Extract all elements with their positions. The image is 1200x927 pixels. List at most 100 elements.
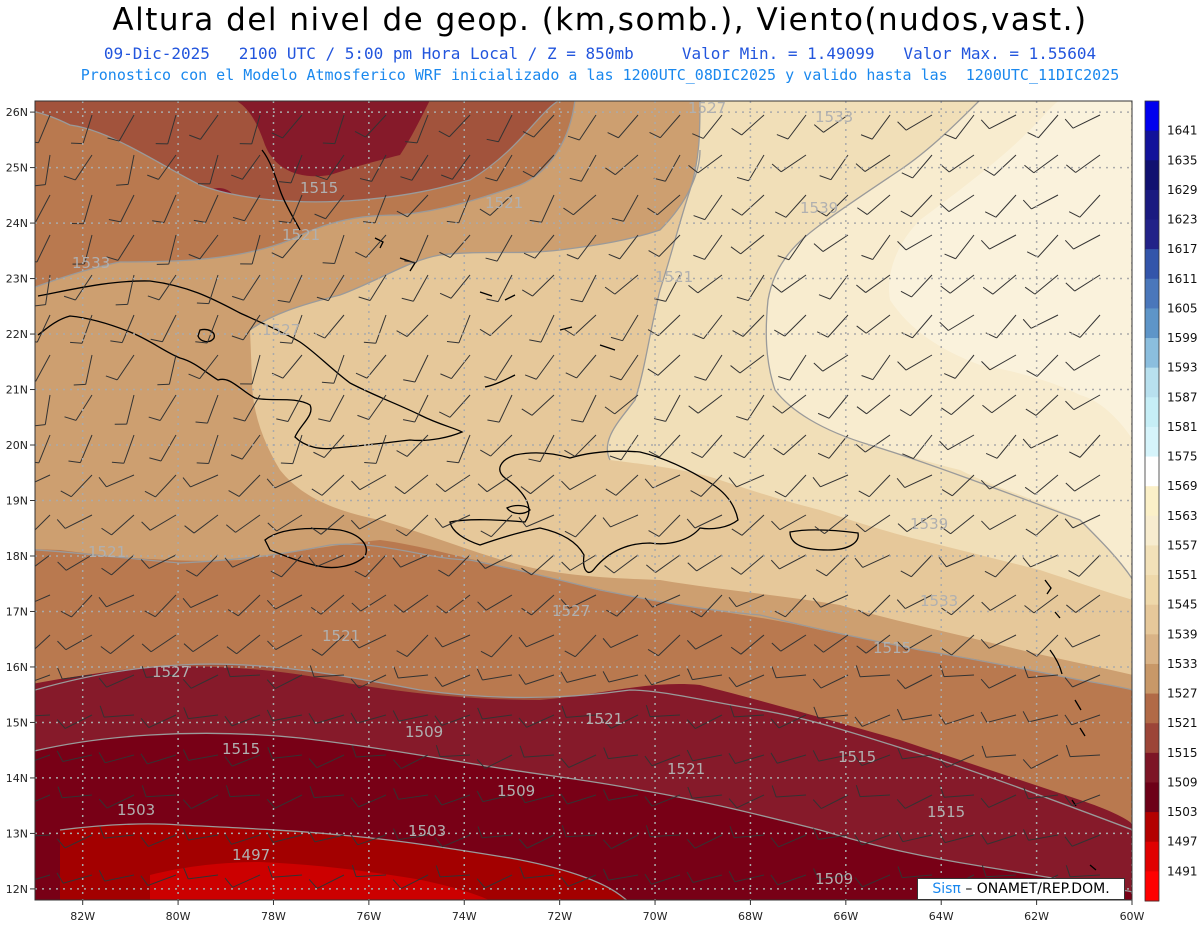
wind-barb (687, 786, 723, 799)
legend-label: 1623 (1167, 213, 1198, 227)
wind-barb (560, 594, 597, 609)
contour-label: 1515 (873, 639, 911, 657)
wind-barb (771, 514, 807, 531)
wind-barb (1065, 274, 1101, 292)
wind-barb (182, 749, 219, 761)
wind-barb (182, 828, 219, 841)
wind-barb (730, 354, 765, 374)
wind-barb (400, 154, 429, 181)
legend-swatch (1145, 278, 1159, 309)
wind-barb (896, 794, 933, 809)
wind-barb (476, 554, 513, 569)
wind-barb (98, 474, 135, 488)
wind-barb (225, 665, 261, 678)
wind-barb (396, 194, 429, 218)
wind-barb (1066, 154, 1101, 173)
wind-barb (857, 194, 891, 215)
wind-barb (854, 874, 891, 888)
contour-label: 1509 (815, 870, 853, 888)
wind-barb (308, 874, 345, 889)
wind-barb (267, 514, 303, 532)
wind-barb (1023, 666, 1059, 679)
wind-barb (560, 874, 597, 887)
wind-barb (607, 114, 639, 139)
legend-swatch (1145, 367, 1159, 398)
wind-barb (1024, 154, 1059, 174)
wind-barb (902, 434, 933, 460)
wind-barb (1065, 745, 1101, 758)
legend-label: 1533 (1167, 657, 1198, 671)
wind-barb (316, 274, 345, 302)
lat-tick-label: 22N (6, 328, 28, 341)
wind-barb (733, 434, 765, 459)
wind-barb (35, 554, 51, 567)
wind-barb (939, 665, 975, 678)
wind-barb (438, 114, 471, 138)
legend-label: 1575 (1167, 450, 1198, 464)
wind-barb (271, 114, 303, 139)
wind-barb (105, 354, 135, 381)
wind-barb (692, 114, 723, 139)
wind-barb (855, 665, 891, 678)
wind-barb (364, 434, 387, 464)
wind-barb (224, 554, 261, 568)
wind-barb (686, 871, 723, 883)
contour-label: 1521 (655, 268, 693, 286)
legend-label: 1557 (1167, 538, 1198, 552)
wind-barb (900, 194, 933, 218)
contour-line-7 (35, 732, 1132, 893)
wind-barb (980, 234, 1017, 250)
wind-barb (774, 474, 807, 498)
legend-label: 1551 (1167, 568, 1198, 582)
wind-barb (941, 394, 975, 416)
lon-tick-label: 82W (70, 910, 95, 923)
wind-barb (523, 234, 555, 259)
wind-barb (564, 634, 597, 658)
wind-barb (776, 114, 807, 140)
legend-label: 1509 (1167, 775, 1198, 789)
wind-barb (357, 394, 387, 420)
wind-barb (98, 594, 135, 608)
wind-barb (99, 705, 135, 718)
wind-barb (396, 314, 429, 337)
wind-barb (980, 634, 1017, 649)
wind-barb (647, 314, 681, 337)
wind-barb (813, 634, 849, 653)
wind-barb (434, 514, 471, 528)
contour-line-2 (249, 149, 701, 331)
wind-barb (240, 354, 261, 385)
wind-barb (266, 674, 303, 690)
wind-barb (351, 474, 387, 491)
wind-barb (518, 714, 555, 728)
wind-barb (854, 834, 891, 846)
wind-barb (480, 434, 513, 457)
wind-barb (861, 354, 891, 381)
legend-swatch (1145, 752, 1159, 783)
wind-barb (1064, 674, 1101, 688)
wind-barb (521, 394, 555, 416)
lon-tick-label: 80W (166, 910, 191, 923)
contour-label: 1515 (300, 179, 338, 197)
wind-barb (279, 154, 303, 184)
lat-tick-label: 17N (6, 605, 28, 618)
wind-barb (939, 194, 975, 213)
legend-label: 1497 (1167, 835, 1198, 849)
wind-barb (350, 834, 387, 846)
wind-barb (981, 514, 1017, 531)
wind-barb (644, 594, 681, 608)
contour-label: 1527 (152, 663, 190, 681)
wind-barb (518, 514, 555, 528)
contour-label: 1533 (815, 108, 853, 126)
wind-barb (896, 708, 933, 721)
wind-barb (854, 714, 891, 727)
wind-barb (140, 753, 177, 765)
wind-barb (140, 874, 177, 886)
lat-tick-label: 23N (6, 273, 28, 286)
wind-barb (322, 114, 345, 145)
geop-band-7 (889, 101, 1132, 439)
wind-barb (350, 674, 387, 689)
wind-barb (605, 154, 639, 176)
wind-barb (609, 354, 639, 381)
wind-barb (688, 274, 723, 294)
wind-barb (148, 394, 177, 421)
